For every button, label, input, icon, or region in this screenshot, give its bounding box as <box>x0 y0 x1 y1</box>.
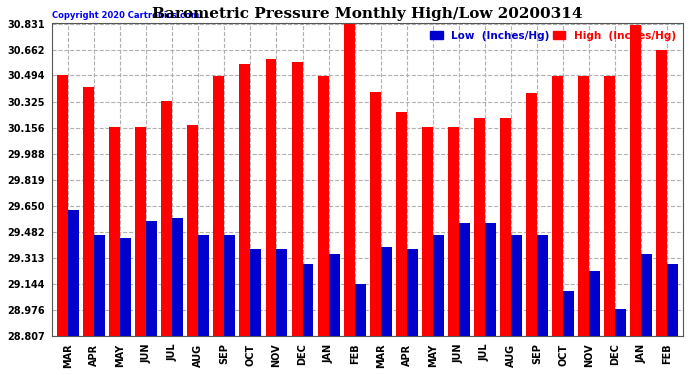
Bar <box>552 76 563 336</box>
Bar <box>120 238 131 336</box>
Bar <box>250 249 262 336</box>
Bar <box>277 249 288 336</box>
Bar <box>213 76 224 336</box>
Bar <box>396 112 407 336</box>
Bar <box>172 218 183 336</box>
Bar <box>224 235 235 336</box>
Bar <box>667 264 678 336</box>
Bar <box>109 127 120 336</box>
Bar <box>615 309 627 336</box>
Bar <box>188 126 198 336</box>
Text: Copyright 2020 Cartronics.com: Copyright 2020 Cartronics.com <box>52 11 199 20</box>
Bar <box>526 93 537 336</box>
Bar <box>656 50 667 336</box>
Bar <box>57 75 68 336</box>
Bar <box>641 254 652 336</box>
Title: Barometric Pressure Monthly High/Low 20200314: Barometric Pressure Monthly High/Low 202… <box>152 7 583 21</box>
Bar <box>631 25 641 336</box>
Bar <box>292 62 302 336</box>
Bar <box>83 87 94 336</box>
Bar <box>433 235 444 336</box>
Bar <box>94 235 105 336</box>
Bar <box>355 284 366 336</box>
Bar <box>370 92 381 336</box>
Bar <box>239 64 250 336</box>
Legend: Low  (Inches/Hg), High  (Inches/Hg): Low (Inches/Hg), High (Inches/Hg) <box>428 29 678 43</box>
Bar <box>381 248 392 336</box>
Bar <box>344 24 355 336</box>
Bar <box>422 127 433 336</box>
Bar <box>485 223 496 336</box>
Bar <box>407 249 417 336</box>
Bar <box>146 221 157 336</box>
Bar <box>198 235 209 336</box>
Bar <box>302 264 313 336</box>
Bar <box>328 254 339 336</box>
Bar <box>135 127 146 336</box>
Bar <box>511 235 522 336</box>
Bar <box>474 118 485 336</box>
Bar <box>537 235 548 336</box>
Bar <box>604 76 615 336</box>
Bar <box>317 76 328 336</box>
Bar <box>161 101 172 336</box>
Bar <box>459 223 470 336</box>
Bar <box>500 118 511 336</box>
Bar <box>266 59 277 336</box>
Bar <box>589 270 600 336</box>
Bar <box>448 127 459 336</box>
Bar <box>563 291 574 336</box>
Bar <box>68 210 79 336</box>
Bar <box>578 76 589 336</box>
